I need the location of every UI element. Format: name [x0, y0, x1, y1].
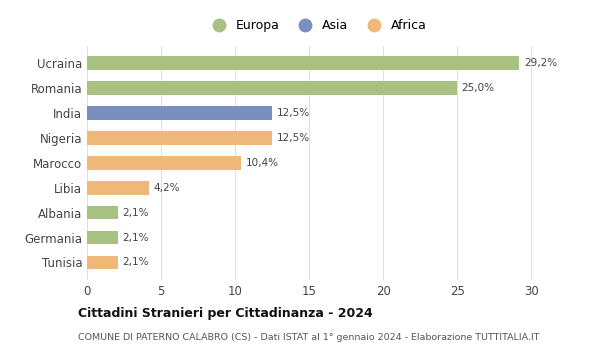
Text: COMUNE DI PATERNO CALABRO (CS) - Dati ISTAT al 1° gennaio 2024 - Elaborazione TU: COMUNE DI PATERNO CALABRO (CS) - Dati IS…	[78, 332, 539, 342]
Bar	[87, 231, 118, 244]
Bar	[87, 81, 457, 95]
Bar	[87, 156, 241, 170]
Text: 10,4%: 10,4%	[245, 158, 278, 168]
Text: 2,1%: 2,1%	[122, 258, 149, 267]
Text: Cittadini Stranieri per Cittadinanza - 2024: Cittadini Stranieri per Cittadinanza - 2…	[78, 307, 373, 320]
Bar	[87, 56, 520, 70]
Legend: Europa, Asia, Africa: Europa, Asia, Africa	[201, 14, 432, 37]
Text: 29,2%: 29,2%	[524, 58, 557, 68]
Bar	[87, 206, 118, 219]
Bar	[87, 106, 272, 120]
Text: 12,5%: 12,5%	[277, 108, 310, 118]
Bar	[87, 181, 149, 195]
Bar	[87, 131, 272, 145]
Text: 25,0%: 25,0%	[461, 83, 494, 93]
Text: 12,5%: 12,5%	[277, 133, 310, 143]
Bar	[87, 256, 118, 270]
Text: 4,2%: 4,2%	[154, 183, 180, 193]
Text: 2,1%: 2,1%	[122, 232, 149, 243]
Text: 2,1%: 2,1%	[122, 208, 149, 218]
